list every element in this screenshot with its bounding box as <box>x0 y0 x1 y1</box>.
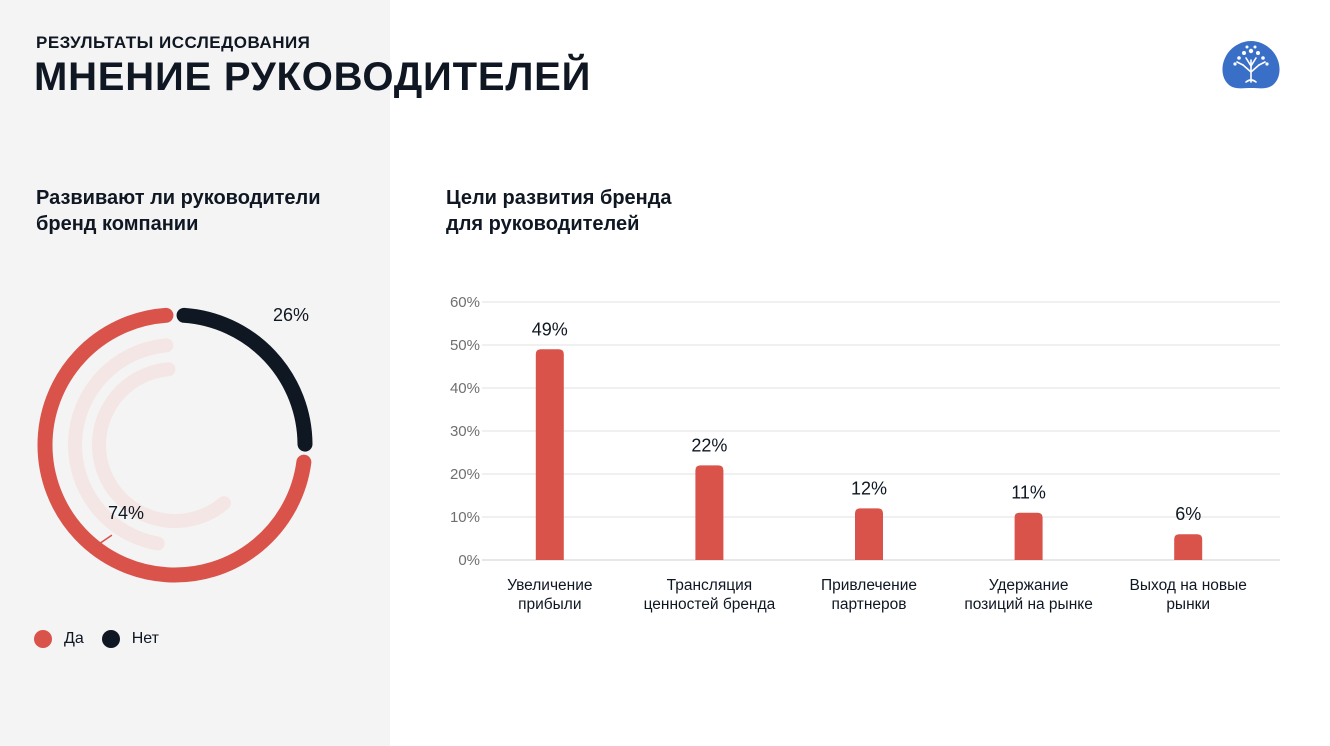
x-category-label: прибыли <box>518 596 581 613</box>
legend-item-no: Нет <box>101 630 159 648</box>
bar-value-label: 6% <box>1175 504 1201 524</box>
bar-value-label: 49% <box>532 319 568 339</box>
legend-swatch-no <box>101 630 120 648</box>
x-category-label: Трансляция <box>667 577 753 594</box>
x-category-label: Удержание <box>989 577 1069 594</box>
page-title: МНЕНИЕ РУКОВОДИТЕЛЕЙ <box>34 55 592 99</box>
donut-leader-yes <box>95 534 113 547</box>
bar <box>1014 512 1043 560</box>
y-tick-label: 60% <box>450 294 480 311</box>
y-tick-label: 20% <box>450 466 480 483</box>
donut-track-outer <box>68 338 174 551</box>
y-tick-label: 50% <box>450 337 480 354</box>
x-category-label: Увеличение <box>507 577 592 594</box>
bar-chart-subtitle: Цели развития бренда для руководителей <box>446 187 672 235</box>
bar <box>535 349 564 560</box>
x-category-label: Выход на новые <box>1130 577 1247 594</box>
x-category-label: партнеров <box>831 596 906 613</box>
bar <box>855 508 883 560</box>
legend-swatch-yes <box>34 630 52 648</box>
legend-label-yes: Да <box>64 630 84 647</box>
legend-label-no: Нет <box>131 630 159 647</box>
y-tick-label: 40% <box>450 380 480 397</box>
bar-value-label: 12% <box>851 478 887 498</box>
x-category-label: ценностей бренда <box>644 596 776 613</box>
bar-chart: 0% 10% 20% 30% 40% 50% 60% 49% Увеличение прибыли… <box>450 294 1280 613</box>
donut-label-no: 26% <box>273 305 309 325</box>
donut-leader-no <box>281 369 285 378</box>
donut-label-yes: 74% <box>108 503 144 523</box>
x-category-label: Привлечение <box>821 577 917 594</box>
bar-value-label: 22% <box>691 435 727 455</box>
donut-chart: 26% 74% <box>37 305 313 583</box>
tree-logo-icon <box>1222 41 1280 89</box>
donut-track-inner <box>92 362 231 528</box>
bar-value-label: 11% <box>1011 483 1046 503</box>
y-tick-label: 30% <box>450 423 480 440</box>
donut-legend: Да Нет <box>34 630 177 648</box>
bar <box>1174 534 1203 560</box>
x-category-label: позиций на рынке <box>964 596 1093 613</box>
bar <box>695 465 724 560</box>
page-supertitle: РЕЗУЛЬТАТЫ ИССЛЕДОВАНИЯ <box>36 33 311 52</box>
donut-segment-no <box>176 307 313 452</box>
x-category-label: рынки <box>1166 596 1210 613</box>
legend-item-yes: Да <box>34 630 84 648</box>
y-tick-label: 0% <box>458 552 480 569</box>
donut-subtitle: Развивают ли руководители бренд компании <box>36 187 321 235</box>
y-tick-label: 10% <box>450 509 480 526</box>
donut-segment-yes <box>37 307 312 583</box>
